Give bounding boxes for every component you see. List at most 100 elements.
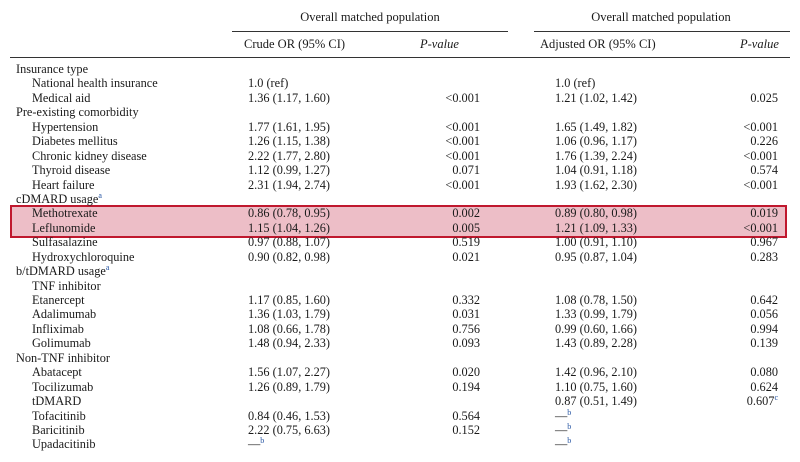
crude-or: 1.26 (1.15, 1.38) xyxy=(248,134,330,148)
table-row: Insurance type xyxy=(0,62,800,76)
p-value-crude: 0.194 xyxy=(452,380,480,394)
row-label-text: Tocilizumab xyxy=(32,379,94,394)
p-value-adjusted-text: 0.283 xyxy=(750,249,778,264)
adjusted-or: 1.21 (1.02, 1.42) xyxy=(555,91,637,105)
table-row: Heart failure 2.31 (1.94, 2.74) <0.001 1.93… xyxy=(0,178,800,192)
row-label: National health insurance xyxy=(32,76,158,90)
row-label: Non-TNF inhibitor xyxy=(16,351,110,365)
row-label: Thyroid disease xyxy=(32,163,110,177)
adjusted-or: —b xyxy=(555,408,571,423)
p-value-adjusted-text: <0.001 xyxy=(743,177,778,192)
table-row: Etanercept 1.17 (0.85, 1.60) 0.332 1.08 (0.… xyxy=(0,293,800,307)
row-label: Infliximab xyxy=(32,322,84,336)
crude-or: 1.17 (0.85, 1.60) xyxy=(248,293,330,307)
crude-or-text: 1.36 (1.03, 1.79) xyxy=(248,307,330,322)
p-value-adjusted-text: 0.574 xyxy=(750,163,778,178)
p-value-adjusted: <0.001 xyxy=(743,149,778,163)
row-label: Abatacept xyxy=(32,365,82,379)
row-label-text: Sulfasalazine xyxy=(32,235,98,250)
p-value-crude-text: 0.519 xyxy=(452,235,480,250)
table-row: Hydroxychloroquine 0.90 (0.82, 0.98) 0.021… xyxy=(0,250,800,264)
p-value-adjusted-text: 0.080 xyxy=(750,365,778,380)
p-value-adjusted: 0.080 xyxy=(750,365,778,379)
row-label-text: TNF inhibitor xyxy=(32,278,101,293)
p-value-adjusted: 0.994 xyxy=(750,322,778,336)
adjusted-or: 1.08 (0.78, 1.50) xyxy=(555,293,637,307)
p-value-crude-text: <0.001 xyxy=(445,177,480,192)
row-label-text: Chronic kidney disease xyxy=(32,148,147,163)
row-label-text: Non-TNF inhibitor xyxy=(16,350,110,365)
row-label-text: Upadacitinib xyxy=(32,437,96,452)
p-value-crude-text: 0.071 xyxy=(452,163,480,178)
p-value-adjusted: 0.642 xyxy=(750,293,778,307)
p-value-crude: <0.001 xyxy=(445,178,480,192)
adjusted-or-text: 1.33 (0.99, 1.79) xyxy=(555,307,637,322)
p-value-adjusted: <0.001 xyxy=(743,178,778,192)
p-value-adjusted: 0.283 xyxy=(750,250,778,264)
row-label: Pre-existing comorbidity xyxy=(16,105,139,119)
row-label: Etanercept xyxy=(32,293,85,307)
row-label-text: Infliximab xyxy=(32,321,84,336)
footnote-marker: c xyxy=(774,393,778,403)
adjusted-or-text: — xyxy=(555,408,568,423)
crude-or-text: 2.31 (1.94, 2.74) xyxy=(248,177,330,192)
crude-or: 0.90 (0.82, 0.98) xyxy=(248,250,330,264)
table-row: TNF inhibitor xyxy=(0,279,800,293)
crude-or-text: 1.15 (1.04, 1.26) xyxy=(248,220,330,235)
p-value-adjusted: 0.056 xyxy=(750,307,778,321)
row-label-text: Abatacept xyxy=(32,365,82,380)
row-label-text: tDMARD xyxy=(32,394,82,409)
crude-or-text: 0.90 (0.82, 0.98) xyxy=(248,249,330,264)
adjusted-or-text: 1.42 (0.96, 2.10) xyxy=(555,365,637,380)
crude-or-text: 1.0 (ref) xyxy=(248,76,289,91)
adjusted-or: 1.10 (0.75, 1.60) xyxy=(555,380,637,394)
row-label-text: Diabetes mellitus xyxy=(32,134,118,149)
adjusted-or: 1.21 (1.09, 1.33) xyxy=(555,221,637,235)
crude-or-text: 0.84 (0.46, 1.53) xyxy=(248,408,330,423)
p-value-adjusted-text: 0.226 xyxy=(750,134,778,149)
col-header-p2: P-value xyxy=(740,37,779,52)
adjusted-or: 0.95 (0.87, 1.04) xyxy=(555,250,637,264)
adjusted-or-text: 0.87 (0.51, 1.49) xyxy=(555,394,637,409)
adjusted-or-text: 1.10 (0.75, 1.60) xyxy=(555,379,637,394)
p-value-crude: <0.001 xyxy=(445,91,480,105)
adjusted-or: 1.04 (0.91, 1.18) xyxy=(555,163,637,177)
adjusted-or-text: 1.21 (1.09, 1.33) xyxy=(555,220,637,235)
adjusted-or-text: 0.99 (0.60, 1.66) xyxy=(555,321,637,336)
crude-or: 1.12 (0.99, 1.27) xyxy=(248,163,330,177)
p-value-crude-text: 0.002 xyxy=(452,206,480,221)
p-value-adjusted-text: 0.994 xyxy=(750,321,778,336)
row-label: Sulfasalazine xyxy=(32,235,98,249)
table-row: Upadacitinib —b —b xyxy=(0,436,800,452)
table-row: Adalimumab 1.36 (1.03, 1.79) 0.031 1.33 (0.… xyxy=(0,307,800,321)
crude-or: 1.08 (0.66, 1.78) xyxy=(248,322,330,336)
adjusted-or-text: — xyxy=(555,422,568,437)
table-row: Baricitinib 2.22 (0.75, 6.63) 0.152 —b xyxy=(0,422,800,437)
p-value-crude: 0.519 xyxy=(452,235,480,249)
group-rule-right xyxy=(534,31,790,32)
p-value-adjusted: 0.019 xyxy=(750,206,778,220)
row-label-text: Hypertension xyxy=(32,119,99,134)
row-label-text: Methotrexate xyxy=(32,206,98,221)
crude-or: 2.22 (1.77, 2.80) xyxy=(248,149,330,163)
p-value-adjusted-text: 0.139 xyxy=(750,336,778,351)
row-label: Tocilizumab xyxy=(32,380,93,394)
row-label: Chronic kidney disease xyxy=(32,149,147,163)
row-label: b/tDMARD usagea xyxy=(16,263,109,278)
p-value-crude: 0.021 xyxy=(452,250,480,264)
p-value-adjusted: 0.025 xyxy=(750,91,778,105)
row-label-text: Adalimumab xyxy=(32,307,97,322)
adjusted-or: 1.33 (0.99, 1.79) xyxy=(555,307,637,321)
table-row: Non-TNF inhibitor xyxy=(0,351,800,365)
p-value-crude: 0.332 xyxy=(452,293,480,307)
p-value-crude-text: 0.564 xyxy=(452,408,480,423)
row-label-text: Tofacitinib xyxy=(32,408,86,423)
row-label-text: Baricitinib xyxy=(32,422,85,437)
crude-or: 1.77 (1.61, 1.95) xyxy=(248,120,330,134)
group-title-left: Overall matched population xyxy=(300,10,440,24)
adjusted-or-text: 1.06 (0.96, 1.17) xyxy=(555,134,637,149)
col-header-p1-text: P-value xyxy=(420,37,459,51)
crude-or-text: 1.48 (0.94, 2.33) xyxy=(248,336,330,351)
table-row: Infliximab 1.08 (0.66, 1.78) 0.756 0.99 (0.… xyxy=(0,322,800,336)
p-value-crude: 0.093 xyxy=(452,336,480,350)
